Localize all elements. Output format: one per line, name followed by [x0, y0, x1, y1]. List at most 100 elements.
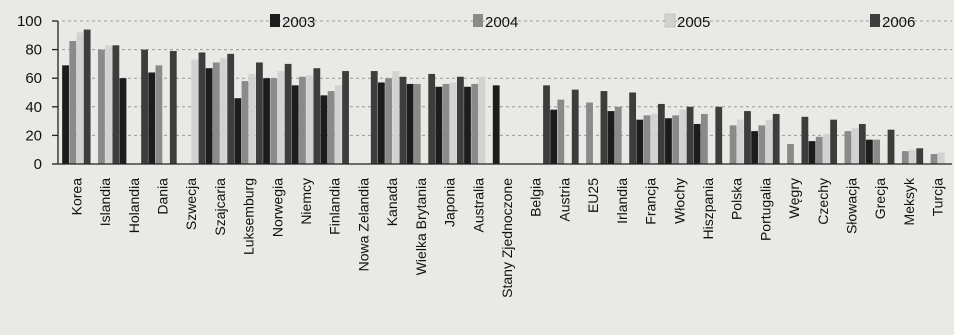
bar-2006-27: [858, 123, 866, 164]
bar-2003-12: [406, 83, 414, 164]
x-tick-label: Holandia: [126, 178, 142, 233]
legend-label-2004: 2004: [485, 14, 518, 31]
legend-label-2005: 2005: [677, 14, 710, 31]
bar-2006-6: [256, 62, 263, 164]
bar-2006-7: [284, 63, 292, 164]
x-tick-label: Czechy: [815, 178, 831, 225]
bar-2004-18: [586, 102, 593, 164]
bar-2004-3: [155, 65, 163, 164]
bar-2005-26: [823, 133, 830, 164]
y-tick-label-80: 80: [25, 42, 42, 59]
bar-2006-11: [399, 76, 407, 164]
bar-2003-11: [377, 82, 385, 164]
bar-2003-28: [866, 139, 873, 164]
bar-2003-0: [62, 65, 69, 164]
bar-2005-21: [679, 109, 687, 164]
bar-2005-24: [765, 119, 773, 164]
x-tick-label: Szwecja: [183, 178, 199, 230]
bar-2006-0: [83, 29, 91, 164]
x-tick-label: Luksemburg: [241, 178, 257, 255]
bar-2003-9: [320, 95, 328, 164]
bar-2006-19: [629, 92, 637, 164]
bar-2004-7: [270, 78, 278, 164]
x-tick-label: Portugalia: [757, 178, 773, 241]
x-tick-label: Norwegia: [269, 178, 285, 237]
x-tick-label: Polska: [729, 178, 745, 220]
bar-2004-14: [471, 83, 479, 164]
bar-2005-30: [937, 152, 945, 164]
x-tick-label: Nowa Zelandia: [355, 178, 371, 272]
bar-2006-8: [313, 68, 321, 164]
y-tick-label-40: 40: [25, 99, 42, 116]
bar-2003-8: [291, 85, 299, 164]
bar-2004-27: [844, 131, 852, 164]
y-tick-label-60: 60: [25, 70, 42, 87]
legend-swatch-2003: [270, 14, 280, 27]
bar-2006-5: [227, 53, 235, 164]
bar-2003-14: [464, 86, 471, 164]
bar-2006-13: [456, 76, 464, 164]
bar-2004-19: [614, 106, 622, 164]
bar-2006-24: [772, 113, 780, 164]
bar-2005-0: [76, 32, 84, 164]
x-tick-label: Wielka Brytania: [413, 178, 429, 275]
bar-2004-8: [299, 76, 306, 164]
x-tick-label: Australia: [470, 178, 486, 233]
x-tick-label: Austria: [556, 178, 572, 222]
bar-2006-17: [571, 89, 579, 164]
bar-2005-27: [851, 128, 859, 164]
x-tick-label: Włochy: [671, 178, 687, 224]
bar-2004-11: [385, 78, 392, 164]
bar-2003-6: [234, 98, 242, 164]
axes: 0 20 40 60 80 100 Korea Islandia Holandia Dania Sz…: [17, 13, 952, 298]
bar-2006-22: [715, 106, 723, 164]
x-tick-label: EU25: [585, 178, 601, 213]
x-tick-label: Kanada: [384, 178, 400, 226]
x-tick-label: Dania: [154, 178, 170, 215]
legend-label-2006: 2006: [882, 14, 915, 31]
bar-2003-19: [607, 111, 615, 164]
bar-2004-25: [787, 143, 794, 164]
legend-swatch-2005: [664, 13, 676, 28]
bar-2006-21: [686, 106, 694, 164]
bar-2005-29: [909, 149, 916, 164]
bar-2005-6: [248, 73, 256, 164]
bar-2005-8: [306, 75, 314, 164]
bar-2005-20: [650, 113, 658, 164]
bar-2004-26: [815, 136, 823, 164]
bar-2005-11: [392, 71, 400, 164]
bar-2006-16: [543, 85, 550, 164]
bar-2005-5: [220, 58, 227, 164]
bars: [62, 29, 945, 165]
x-tick-label: Belgia: [528, 178, 544, 217]
bar-2004-28: [873, 139, 881, 164]
bar-2005-1: [105, 45, 113, 165]
bar-2003-22: [693, 123, 701, 164]
bar-2005-23: [736, 119, 744, 164]
x-tick-label: Finlandia: [327, 178, 343, 235]
bar-2004-6: [241, 81, 249, 164]
bar-2005-14: [478, 76, 486, 164]
bar-2006-29: [916, 148, 924, 164]
bar-2003-7: [263, 78, 270, 164]
x-tick-label: Hiszpania: [700, 178, 716, 240]
x-tick-label: Grecja: [872, 178, 888, 219]
x-tick-label: Niemcy: [298, 178, 314, 225]
bar-2003-5: [205, 68, 213, 164]
bar-2004-20: [643, 115, 651, 164]
bar-2004-24: [758, 125, 766, 164]
bar-2006-2: [141, 49, 148, 164]
x-tick-label: Japonia: [442, 178, 458, 227]
bar-2006-26: [830, 119, 838, 164]
bar-2004-30: [930, 153, 938, 164]
y-tick-label-100: 100: [17, 13, 42, 30]
bar-2006-25: [801, 116, 809, 164]
bar-2006-1: [112, 45, 120, 165]
bar-2004-29: [901, 151, 909, 164]
bar-2003-24: [751, 131, 758, 164]
x-tick-label: Słowacja: [844, 178, 860, 234]
bar-2004-12: [413, 83, 421, 164]
x-tick-label: Meksyk: [901, 177, 917, 225]
bar-2006-10: [370, 71, 378, 164]
